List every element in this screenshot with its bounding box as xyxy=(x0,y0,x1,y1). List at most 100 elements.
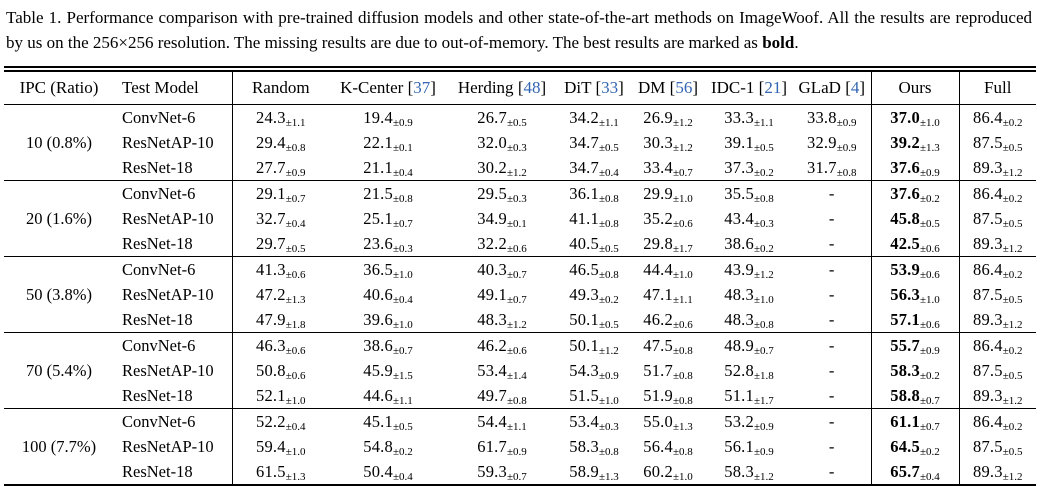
value-mean: 61.5 xyxy=(256,461,286,481)
citation-link-kcenter[interactable]: [37] xyxy=(408,78,436,97)
value-mean: 50.1 xyxy=(569,335,599,355)
glad-value-cell: 33.8±0.9 xyxy=(793,104,871,130)
kcenter-value-cell: 23.6±0.3 xyxy=(329,231,447,257)
value-std: ±0.5 xyxy=(285,242,306,255)
col-header-kcenter: K-Center [37] xyxy=(329,69,447,105)
test-model-cell: ResNetAP-10 xyxy=(122,284,214,304)
cite-bracket[interactable]: [ xyxy=(595,78,602,97)
value-mean: 86.4 xyxy=(973,335,1003,355)
random-value-cell: 50.8±0.6 xyxy=(231,358,329,383)
col-header-label: Full xyxy=(984,78,1012,97)
value-mean: 32.2 xyxy=(477,233,507,253)
caption-text: Table 1. Performance comparison with pre… xyxy=(6,8,1032,52)
table-row: ResNet-18 29.7±0.5 23.6±0.3 32.2±0.6 40.5±0.… xyxy=(4,231,1036,257)
cite-bracket[interactable]: ] xyxy=(781,78,788,97)
value-mean: 47.5 xyxy=(643,335,673,355)
value-std: ±0.5 xyxy=(753,141,774,154)
citation-link-glad[interactable]: [4] xyxy=(845,78,865,97)
value-mean: 55.7 xyxy=(890,335,920,355)
value-std: ±0.5 xyxy=(506,116,527,129)
cite-bracket[interactable]: [ xyxy=(845,78,851,97)
value-mean: 29.8 xyxy=(643,233,673,253)
dit-value-cell: 40.5±0.5 xyxy=(557,231,631,257)
ipc-ratio-cell: 10 (0.8%) xyxy=(4,104,114,181)
cite-bracket[interactable]: ] xyxy=(430,78,436,97)
cite-bracket[interactable]: ] xyxy=(540,78,547,97)
ours-value-cell: 37.6±0.9 xyxy=(870,155,959,181)
table-row: ResNet-18 27.7±0.9 21.1±0.4 30.2±1.2 34.7±0.… xyxy=(4,155,1036,181)
glad-value-cell: - xyxy=(793,231,871,257)
value-mean: 89.3 xyxy=(973,385,1003,405)
full-value-cell: 89.3±1.2 xyxy=(958,231,1036,257)
value-std: ±0.9 xyxy=(753,445,774,458)
value-std: ±0.4 xyxy=(285,217,306,230)
value-mean: 49.1 xyxy=(477,284,507,304)
value-std: ±0.6 xyxy=(285,344,306,357)
full-value-cell: 86.4±0.2 xyxy=(958,256,1036,282)
value-mean: 56.1 xyxy=(724,436,754,456)
value-std: ±1.0 xyxy=(392,268,413,281)
full-value-cell: 86.4±0.2 xyxy=(958,180,1036,206)
value-std: ±0.6 xyxy=(919,268,940,281)
value-std: ±0.9 xyxy=(506,445,527,458)
cite-number[interactable]: 4 xyxy=(850,78,860,97)
value-mean: 48.3 xyxy=(724,284,754,304)
value-std: ±0.1 xyxy=(392,141,413,154)
cite-number[interactable]: 56 xyxy=(675,78,693,97)
cite-number[interactable]: 48 xyxy=(523,78,541,97)
value-std: ±0.9 xyxy=(598,369,619,382)
cite-bracket[interactable]: ] xyxy=(859,78,866,97)
idc1-value-cell: 53.2±0.9 xyxy=(705,408,793,434)
glad-value-cell: - xyxy=(793,256,871,282)
value-mean: 36.5 xyxy=(363,259,393,279)
value-mean: 37.3 xyxy=(724,157,754,177)
cite-bracket[interactable]: [ xyxy=(517,78,524,97)
citation-link-idc1[interactable]: [21] xyxy=(759,78,787,97)
value-std: ±1.3 xyxy=(919,141,940,154)
cite-number[interactable]: 21 xyxy=(764,78,782,97)
value-mean: 37.6 xyxy=(890,157,920,177)
test-model-cell: ResNet-18 xyxy=(122,309,193,329)
value-mean: 50.8 xyxy=(256,360,286,380)
test-model-cell: ConvNet-6 xyxy=(114,332,232,358)
cite-bracket[interactable]: [ xyxy=(758,78,765,97)
cite-number[interactable]: 37 xyxy=(413,78,431,97)
glad-value-cell: - xyxy=(793,332,871,358)
value-std: ±0.7 xyxy=(392,217,413,230)
col-header-label: Random xyxy=(251,78,310,97)
value-std: ±1.7 xyxy=(753,394,774,407)
full-value-cell: 89.3±1.2 xyxy=(958,155,1036,181)
ours-value-cell: 65.7±0.4 xyxy=(870,459,959,486)
herding-value-cell: 48.3±1.2 xyxy=(447,307,557,333)
value-std: ±0.7 xyxy=(285,192,306,205)
cite-bracket[interactable]: [ xyxy=(669,78,676,97)
dm-value-cell: 44.4±1.0 xyxy=(631,256,705,282)
value-std: ±0.6 xyxy=(506,344,527,357)
random-value-cell: 52.2±0.4 xyxy=(231,408,329,434)
cite-bracket[interactable]: [ xyxy=(407,78,414,97)
cite-bracket[interactable]: ] xyxy=(618,78,624,97)
dit-value-cell: 34.7±0.5 xyxy=(557,130,631,155)
dit-value-cell: 58.3±0.8 xyxy=(557,434,631,459)
cite-bracket[interactable]: ] xyxy=(692,78,698,97)
idc1-value-cell: 52.8±1.8 xyxy=(705,358,793,383)
kcenter-value-cell: 25.1±0.7 xyxy=(329,206,447,231)
citation-link-dit[interactable]: [33] xyxy=(595,78,623,97)
value-std: ±0.2 xyxy=(753,242,774,255)
value-std: ±1.1 xyxy=(598,116,619,129)
value-std: ±0.9 xyxy=(753,420,774,433)
value-mean: 56.4 xyxy=(643,436,673,456)
table-caption: Table 1. Performance comparison with pre… xyxy=(6,5,1032,55)
citation-link-dm[interactable]: [56] xyxy=(670,78,698,97)
col-header-herding: Herding [48] xyxy=(447,69,557,105)
value-mean: 58.3 xyxy=(724,461,754,481)
value-mean: 52.8 xyxy=(724,360,754,380)
value-mean: 89.3 xyxy=(973,157,1003,177)
value-mean: 45.1 xyxy=(363,411,393,431)
citation-link-herding[interactable]: [48] xyxy=(518,78,546,97)
value-std: ±0.7 xyxy=(392,344,413,357)
value-mean: 48.3 xyxy=(477,309,507,329)
cite-number[interactable]: 33 xyxy=(601,78,619,97)
herding-value-cell: 61.7±0.9 xyxy=(447,434,557,459)
value-std: ±0.1 xyxy=(506,217,527,230)
